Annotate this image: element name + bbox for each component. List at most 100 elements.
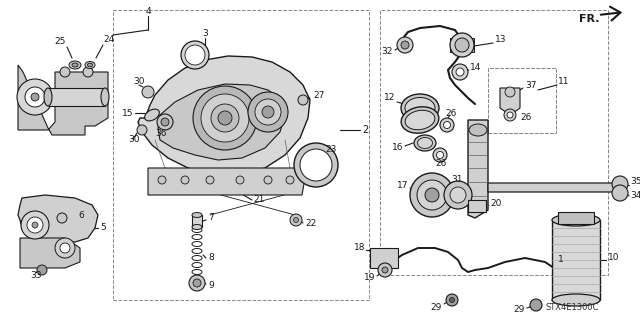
Circle shape: [255, 99, 281, 125]
Ellipse shape: [552, 214, 600, 226]
Circle shape: [206, 176, 214, 184]
Circle shape: [444, 181, 472, 209]
Circle shape: [60, 243, 70, 253]
Text: 34: 34: [630, 190, 640, 199]
Text: 27: 27: [313, 91, 324, 100]
Circle shape: [397, 37, 413, 53]
Ellipse shape: [101, 88, 109, 106]
Text: 25: 25: [54, 38, 66, 47]
Ellipse shape: [552, 294, 600, 306]
Circle shape: [181, 41, 209, 69]
Circle shape: [382, 267, 388, 273]
Circle shape: [504, 109, 516, 121]
Circle shape: [201, 94, 249, 142]
Text: 22: 22: [305, 219, 316, 227]
Polygon shape: [138, 56, 310, 175]
Circle shape: [248, 92, 288, 132]
Text: 32: 32: [381, 48, 393, 56]
Text: FR.: FR.: [579, 14, 600, 24]
Circle shape: [612, 176, 628, 192]
Circle shape: [60, 67, 70, 77]
Text: 29: 29: [431, 302, 442, 311]
Circle shape: [211, 104, 239, 132]
Ellipse shape: [192, 212, 202, 218]
Circle shape: [193, 279, 201, 287]
Circle shape: [193, 86, 257, 150]
Text: 1: 1: [558, 256, 564, 264]
Circle shape: [32, 222, 38, 228]
Text: 8: 8: [208, 254, 214, 263]
Circle shape: [57, 213, 67, 223]
Circle shape: [300, 149, 332, 181]
Ellipse shape: [414, 135, 436, 151]
Text: 12: 12: [383, 93, 395, 102]
Bar: [370, 248, 398, 268]
Text: 18: 18: [353, 243, 365, 253]
Circle shape: [31, 93, 39, 101]
Text: 21: 21: [253, 196, 264, 204]
Text: 16: 16: [392, 144, 403, 152]
Text: 33: 33: [30, 271, 42, 279]
Text: 24: 24: [103, 35, 115, 44]
Text: 31: 31: [451, 175, 463, 184]
Ellipse shape: [72, 63, 78, 67]
Polygon shape: [158, 84, 285, 160]
Circle shape: [262, 106, 274, 118]
Circle shape: [455, 38, 469, 52]
Text: 19: 19: [364, 273, 375, 283]
Polygon shape: [450, 38, 474, 52]
Polygon shape: [468, 120, 488, 218]
Text: 10: 10: [608, 254, 620, 263]
Text: 11: 11: [558, 78, 570, 86]
Circle shape: [264, 176, 272, 184]
Ellipse shape: [405, 110, 435, 130]
Circle shape: [444, 122, 451, 129]
Ellipse shape: [145, 109, 159, 121]
FancyArrowPatch shape: [601, 7, 620, 20]
Circle shape: [417, 180, 447, 210]
Circle shape: [25, 87, 45, 107]
Text: 3: 3: [202, 28, 208, 38]
Ellipse shape: [88, 63, 93, 67]
Circle shape: [450, 33, 474, 57]
Text: 26: 26: [520, 114, 531, 122]
Circle shape: [401, 41, 409, 49]
Text: 2: 2: [362, 125, 368, 135]
Text: 30: 30: [128, 136, 140, 145]
Circle shape: [27, 217, 43, 233]
Bar: [380, 10, 608, 275]
Text: 7: 7: [208, 213, 214, 222]
Ellipse shape: [401, 94, 439, 122]
Polygon shape: [18, 65, 108, 135]
Polygon shape: [552, 220, 600, 300]
Text: 35: 35: [630, 177, 640, 187]
Bar: [113, 10, 369, 300]
Text: 14: 14: [470, 63, 481, 72]
Polygon shape: [20, 238, 80, 268]
Circle shape: [446, 294, 458, 306]
Bar: [488, 68, 556, 133]
Ellipse shape: [405, 98, 435, 118]
Polygon shape: [18, 195, 98, 242]
Polygon shape: [148, 168, 305, 195]
Ellipse shape: [417, 137, 433, 149]
Circle shape: [157, 114, 173, 130]
Circle shape: [236, 176, 244, 184]
Circle shape: [55, 238, 75, 258]
Circle shape: [181, 176, 189, 184]
Circle shape: [456, 68, 464, 76]
Ellipse shape: [401, 107, 439, 133]
Circle shape: [83, 67, 93, 77]
Circle shape: [436, 152, 444, 159]
Circle shape: [137, 125, 147, 135]
Text: 26: 26: [445, 108, 456, 117]
Ellipse shape: [44, 88, 52, 106]
Text: 29: 29: [514, 306, 525, 315]
Circle shape: [612, 185, 628, 201]
Circle shape: [450, 187, 466, 203]
Text: 23: 23: [325, 145, 337, 154]
Text: 13: 13: [495, 35, 506, 44]
Circle shape: [378, 263, 392, 277]
Circle shape: [433, 148, 447, 162]
Circle shape: [530, 299, 542, 311]
